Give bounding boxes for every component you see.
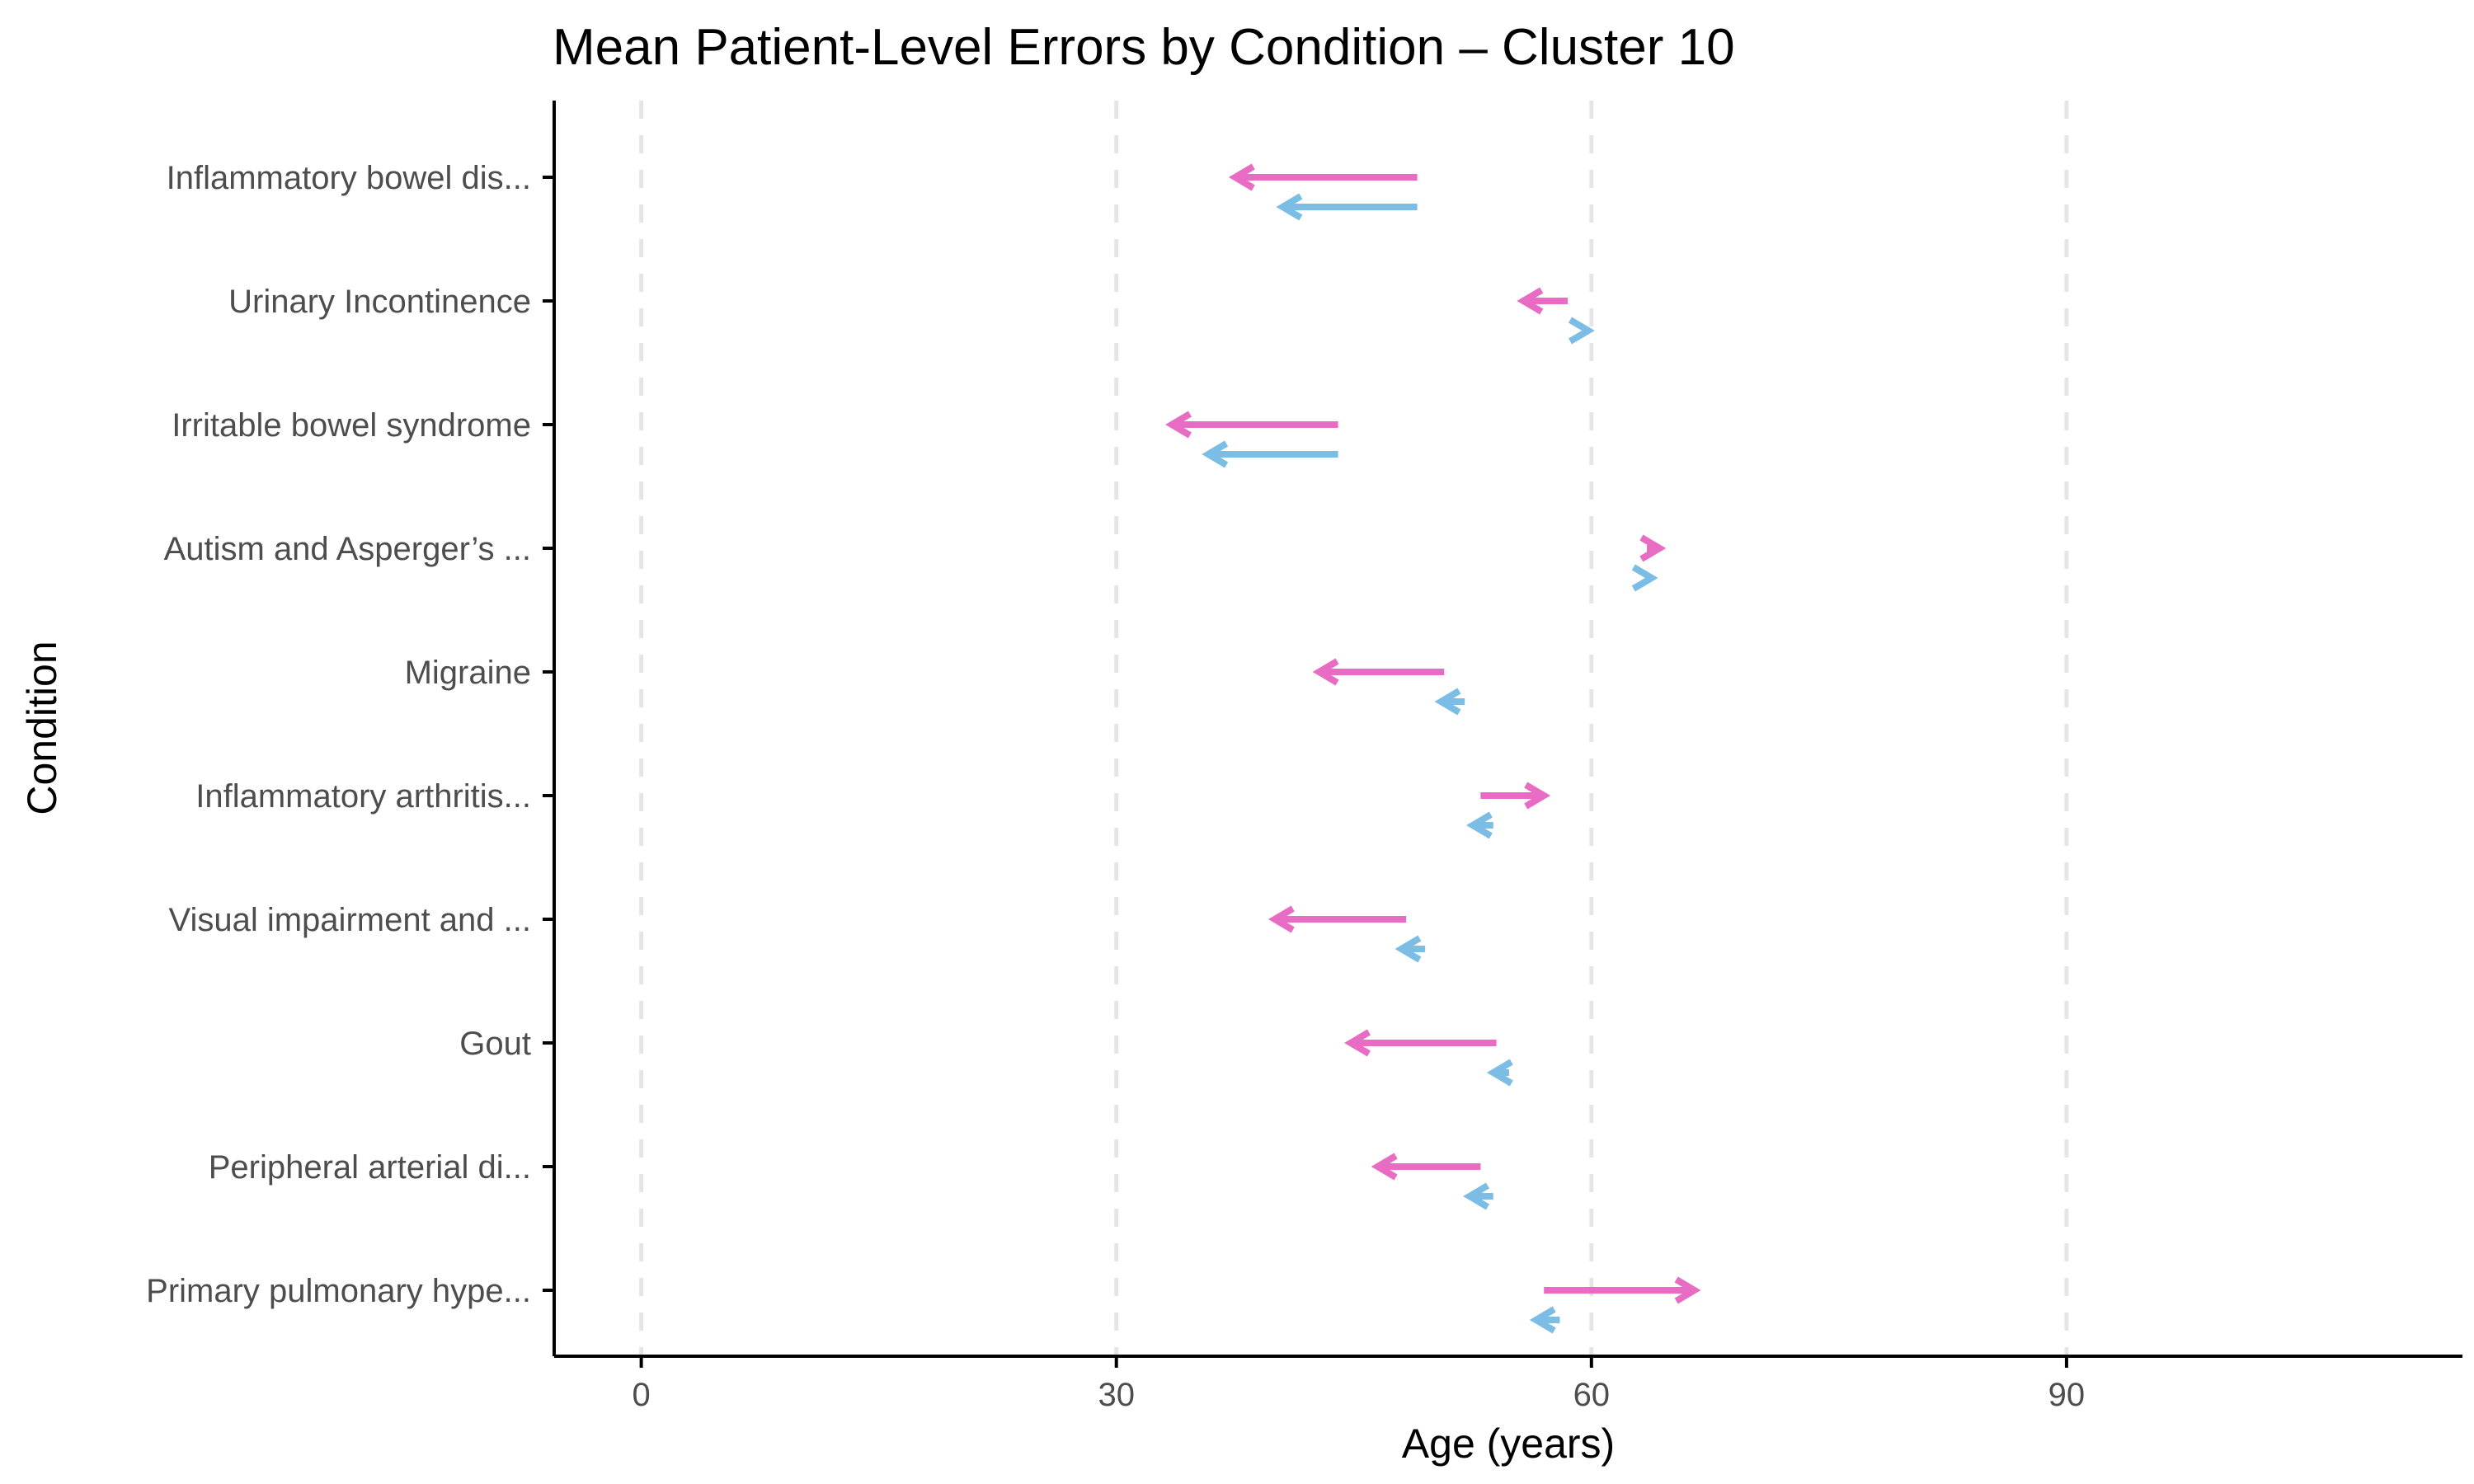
arrow-mark — [1529, 1306, 1560, 1334]
arrow-mark — [1165, 411, 1338, 439]
grid — [639, 101, 2069, 1356]
arrow-head — [1371, 1153, 1398, 1181]
arrow-head — [1434, 688, 1461, 716]
y-tick-label: Peripheral arterial di... — [209, 1149, 531, 1186]
y-tick-label: Inflammatory bowel dis... — [167, 160, 531, 196]
arrow-head — [1228, 163, 1255, 191]
arrow-head — [1276, 193, 1303, 221]
x-axis-title: Age (years) — [1402, 1421, 1615, 1467]
arrow-head — [1524, 782, 1551, 810]
arrow-head — [1674, 1276, 1701, 1304]
arrow-mark — [1276, 193, 1418, 221]
arrow-head — [1631, 564, 1658, 592]
arrow-head — [1517, 287, 1544, 315]
arrow-head — [1465, 811, 1493, 839]
arrow-head — [1202, 440, 1229, 468]
arrow-mark — [1465, 811, 1493, 839]
arrow-mark — [1544, 1276, 1701, 1304]
y-axis-title: Condition — [19, 641, 65, 815]
arrow-mark — [1480, 782, 1551, 810]
x-ticks: 0 30 60 90 — [632, 1356, 2085, 1413]
y-tick-label: Migraine — [405, 655, 531, 691]
x-tick-label-90: 90 — [2048, 1377, 2086, 1413]
arrow-mark — [1371, 1153, 1481, 1181]
arrow-mark — [1395, 935, 1426, 963]
x-tick-label-60: 60 — [1573, 1377, 1611, 1413]
x-tick-label-30: 30 — [1098, 1377, 1135, 1413]
arrow-head — [1268, 905, 1295, 933]
arrow-mark — [1228, 163, 1418, 191]
arrow-head — [1486, 1059, 1513, 1087]
y-tick-label: Gout — [459, 1026, 531, 1062]
arrow-mark — [1517, 287, 1569, 315]
y-tick-label: Irritable bowel syndrome — [172, 407, 531, 444]
arrow-mark — [1434, 688, 1465, 716]
arrow-head — [1568, 317, 1595, 345]
arrow-head — [1639, 534, 1667, 562]
y-tick-label: Primary pulmonary hype... — [146, 1273, 531, 1309]
arrow-mark — [1639, 534, 1667, 562]
y-tick-label: Inflammatory arthritis... — [195, 778, 531, 815]
y-tick-label: Visual impairment and ... — [169, 902, 531, 938]
arrow-mark — [1268, 905, 1407, 933]
arrow-head — [1463, 1182, 1489, 1210]
arrow-head — [1395, 935, 1422, 963]
arrow-head — [1165, 411, 1192, 439]
arrow-mark — [1344, 1029, 1497, 1057]
chart-title: Mean Patient-Level Errors by Condition –… — [553, 19, 1735, 76]
y-tick-label: Autism and Asperger’s ... — [164, 531, 531, 567]
y-tick-label: Urinary Incontinence — [228, 284, 531, 320]
arrow-mark — [1312, 658, 1445, 686]
y-ticks: Inflammatory bowel dis... Urinary Inconti… — [146, 160, 554, 1309]
arrow-head — [1312, 658, 1339, 686]
arrows — [1165, 163, 1701, 1334]
arrow-mark — [1202, 440, 1338, 468]
arrow-head — [1344, 1029, 1371, 1057]
arrow-mark — [1486, 1059, 1513, 1087]
arrow-mark — [1463, 1182, 1493, 1210]
arrow-head — [1529, 1306, 1556, 1334]
arrow-mark — [1568, 317, 1595, 345]
arrow-mark — [1631, 564, 1658, 592]
x-tick-label-0: 0 — [632, 1377, 650, 1413]
